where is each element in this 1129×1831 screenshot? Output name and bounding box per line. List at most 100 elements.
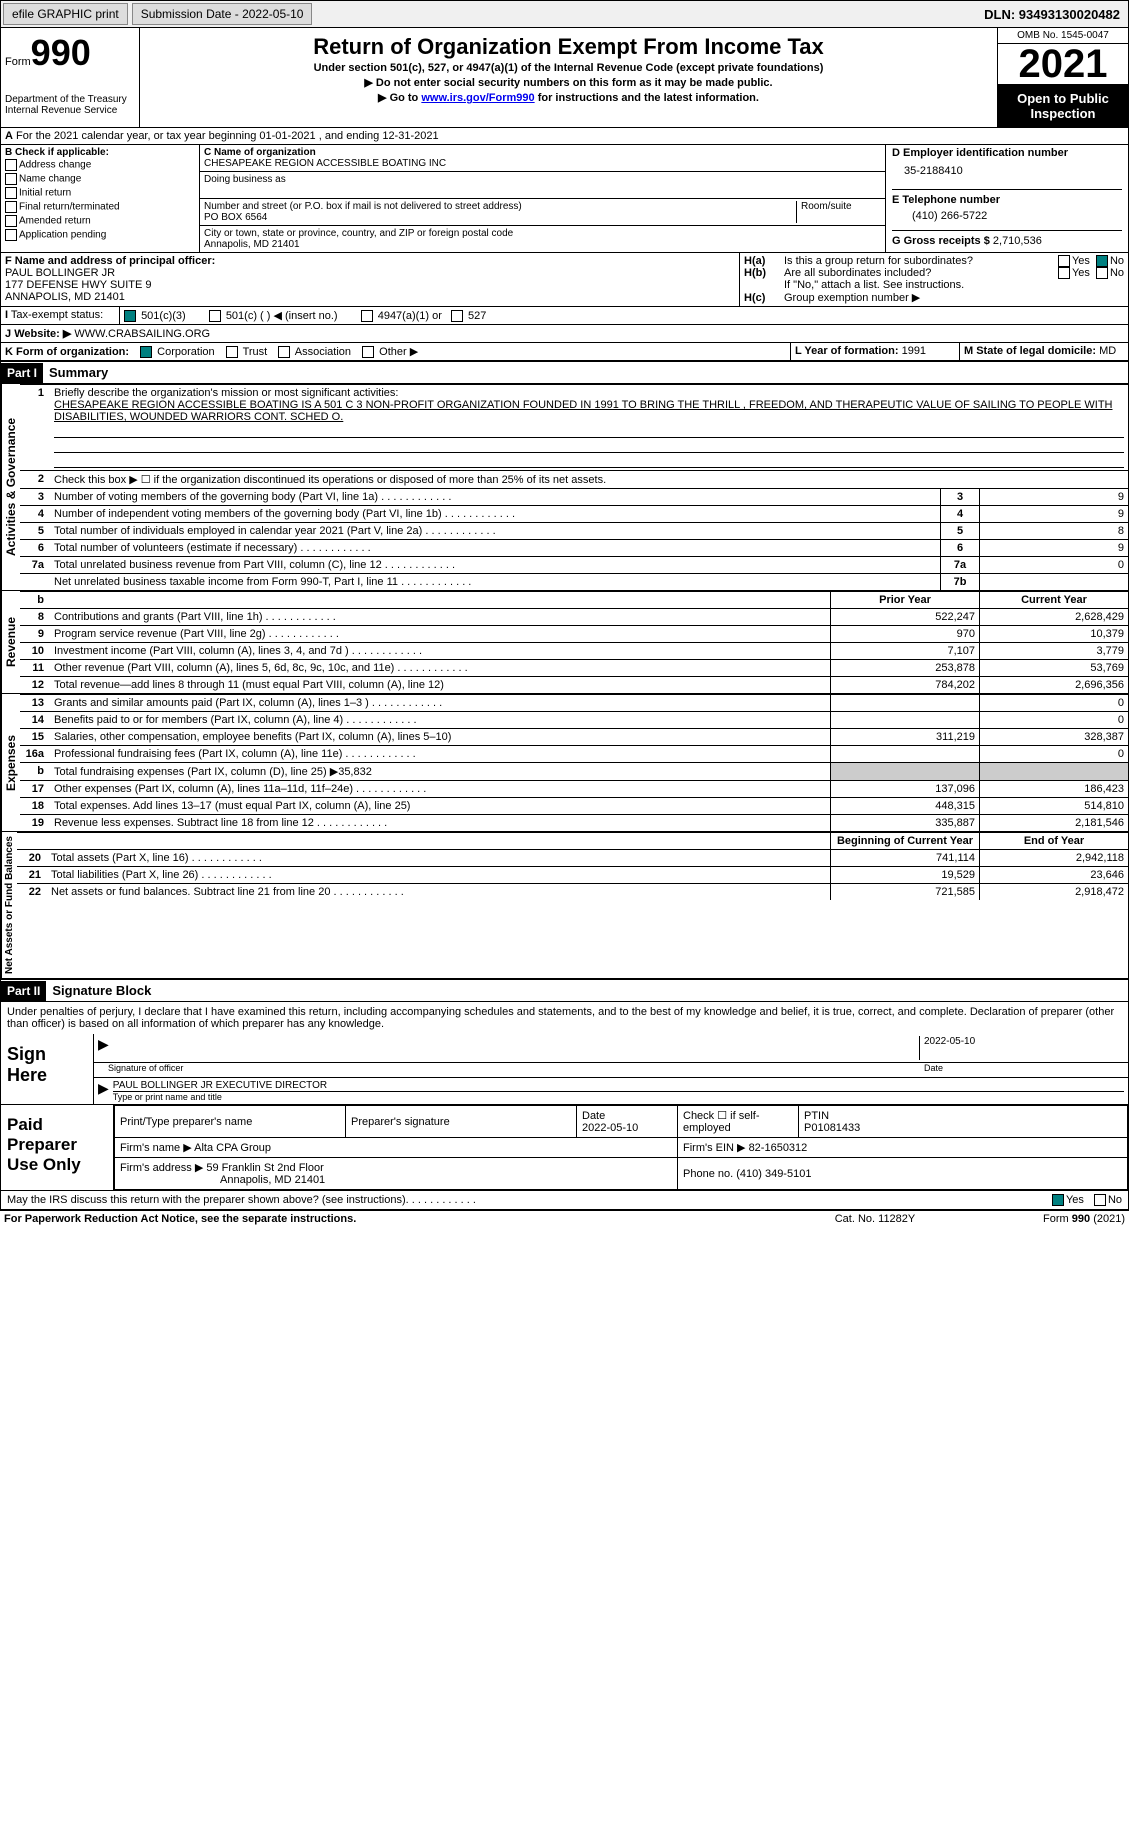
name-label: C Name of organization [204, 147, 881, 158]
sign-here-section: Sign Here ▶ 2022-05-10 Signature of offi… [0, 1034, 1129, 1105]
part1-header: Part I Summary [0, 361, 1129, 384]
org-city: Annapolis, MD 21401 [204, 239, 881, 250]
irs-link[interactable]: www.irs.gov/Form990 [421, 92, 534, 104]
table-row: 13Grants and similar amounts paid (Part … [20, 695, 1128, 712]
section-b-label: B Check if applicable: [5, 147, 195, 158]
officer-row: F Name and address of principal officer:… [0, 253, 1129, 307]
table-row: 11Other revenue (Part VIII, column (A), … [20, 660, 1128, 677]
instruction-2: ▶ Go to www.irs.gov/Form990 for instruct… [144, 91, 993, 104]
ein-value: 35-2188410 [904, 165, 1122, 177]
table-row: 22Net assets or fund balances. Subtract … [17, 884, 1128, 901]
cat-number: Cat. No. 11282Y [775, 1213, 975, 1225]
form-subtitle: Under section 501(c), 527, or 4947(a)(1)… [144, 62, 993, 74]
top-bar: efile GRAPHIC print Submission Date - 20… [0, 0, 1129, 28]
table-row: 18Total expenses. Add lines 13–17 (must … [20, 798, 1128, 815]
check-name[interactable]: Name change [5, 172, 195, 186]
officer-label: F Name and address of principal officer: [5, 255, 215, 267]
website-row: J Website: ▶ WWW.CRABSAILING.ORG [0, 325, 1129, 343]
website-url[interactable]: WWW.CRABSAILING.ORG [74, 328, 210, 340]
part2-header: Part II Signature Block [0, 979, 1129, 1002]
table-row: 12Total revenue—add lines 8 through 11 (… [20, 677, 1128, 694]
irs-text: Internal Revenue Service [5, 105, 135, 116]
room-label: Room/suite [797, 201, 881, 223]
phone-value: (410) 266-5722 [912, 210, 1122, 222]
phone-label: E Telephone number [892, 194, 1122, 206]
table-row: 8Contributions and grants (Part VIII, li… [20, 609, 1128, 626]
revenue-label: Revenue [1, 591, 20, 693]
netassets-section: Net Assets or Fund Balances Beginning of… [0, 832, 1129, 979]
status-row: I Tax-exempt status: 501(c)(3) 501(c) ( … [0, 307, 1129, 325]
receipts-label: G Gross receipts $ [892, 235, 990, 247]
open-inspection: Open to Public Inspection [998, 85, 1128, 127]
ha-text: Is this a group return for subordinates? [784, 255, 1058, 267]
hb-note: If "No," attach a list. See instructions… [744, 279, 1124, 291]
org-name: CHESAPEAKE REGION ACCESSIBLE BOATING INC [204, 158, 881, 169]
officer-printed-name: PAUL BOLLINGER JR EXECUTIVE DIRECTOR [113, 1080, 1124, 1092]
ein-label: D Employer identification number [892, 147, 1122, 159]
firm-addr: 59 Franklin St 2nd Floor [206, 1162, 323, 1174]
paid-preparer-section: Paid Preparer Use Only Print/Type prepar… [0, 1105, 1129, 1191]
table-row: 21Total liabilities (Part X, line 26)19,… [17, 867, 1128, 884]
sign-here-label: Sign Here [1, 1034, 94, 1104]
form-label: Form [5, 56, 31, 68]
firm-name: Alta CPA Group [194, 1142, 271, 1154]
section-a: A For the 2021 calendar year, or tax yea… [0, 127, 1129, 145]
efile-button[interactable]: efile GRAPHIC print [3, 3, 128, 25]
addr-label: Number and street (or P.O. box if mail i… [204, 201, 792, 212]
ptin-value: P01081433 [804, 1122, 860, 1134]
check-initial[interactable]: Initial return [5, 186, 195, 200]
instruction-1: ▶ Do not enter social security numbers o… [144, 76, 993, 89]
dln-text: DLN: 93493130020482 [976, 4, 1128, 25]
mission-text: CHESAPEAKE REGION ACCESSIBLE BOATING IS … [54, 399, 1113, 423]
receipts-value: 2,710,536 [993, 235, 1042, 247]
arrow-icon: ▶ [98, 1080, 109, 1102]
check-address[interactable]: Address change [5, 158, 195, 172]
expenses-label: Expenses [1, 694, 20, 831]
governance-label: Activities & Governance [1, 384, 20, 590]
form-org-row: K Form of organization: Corporation Trus… [0, 343, 1129, 361]
firm-phone: (410) 349-5101 [736, 1168, 811, 1180]
table-row: bTotal fundraising expenses (Part IX, co… [20, 763, 1128, 781]
table-row: 19Revenue less expenses. Subtract line 1… [20, 815, 1128, 832]
dept-text: Department of the Treasury [5, 94, 135, 105]
hb-text: Are all subordinates included? [784, 267, 1058, 279]
table-row: 20Total assets (Part X, line 16)741,1142… [17, 850, 1128, 867]
form-ref: Form 990 (2021) [975, 1213, 1125, 1225]
tax-year: 2021 [998, 44, 1128, 85]
netassets-label: Net Assets or Fund Balances [1, 832, 17, 978]
governance-section: Activities & Governance 1 Briefly descri… [0, 384, 1129, 591]
table-row: 16aProfessional fundraising fees (Part I… [20, 746, 1128, 763]
form-header: Form990 Department of the Treasury Inter… [0, 28, 1129, 127]
table-row: 5Total number of individuals employed in… [20, 523, 1128, 540]
check-final[interactable]: Final return/terminated [5, 200, 195, 214]
hc-text: Group exemption number ▶ [784, 292, 920, 304]
footer: For Paperwork Reduction Act Notice, see … [0, 1210, 1129, 1227]
table-row: 7aTotal unrelated business revenue from … [20, 557, 1128, 574]
form-number: 990 [31, 32, 91, 73]
table-row: 10Investment income (Part VIII, column (… [20, 643, 1128, 660]
table-row: 17Other expenses (Part IX, column (A), l… [20, 781, 1128, 798]
org-address: PO BOX 6564 [204, 212, 792, 223]
arrow-icon: ▶ [98, 1036, 109, 1060]
expenses-section: Expenses 13Grants and similar amounts pa… [0, 694, 1129, 832]
city-label: City or town, state or province, country… [204, 228, 881, 239]
sig-date: 2022-05-10 [919, 1036, 1124, 1060]
table-row: Net unrelated business taxable income fr… [20, 574, 1128, 591]
perjury-text: Under penalties of perjury, I declare th… [0, 1002, 1129, 1034]
revenue-section: Revenue bPrior YearCurrent Year 8Contrib… [0, 591, 1129, 694]
officer-addr1: 177 DEFENSE HWY SUITE 9 [5, 279, 152, 291]
check-pending[interactable]: Application pending [5, 228, 195, 242]
discuss-row: May the IRS discuss this return with the… [0, 1191, 1129, 1210]
officer-name: PAUL BOLLINGER JR [5, 267, 115, 279]
paperwork-notice: For Paperwork Reduction Act Notice, see … [4, 1213, 775, 1225]
submission-button[interactable]: Submission Date - 2022-05-10 [132, 3, 313, 25]
form-title: Return of Organization Exempt From Incom… [144, 34, 993, 60]
check-amended[interactable]: Amended return [5, 214, 195, 228]
paid-preparer-label: Paid Preparer Use Only [1, 1105, 114, 1190]
firm-ein: 82-1650312 [749, 1142, 808, 1154]
table-row: 3Number of voting members of the governi… [20, 489, 1128, 506]
table-row: 9Program service revenue (Part VIII, lin… [20, 626, 1128, 643]
table-row: 4Number of independent voting members of… [20, 506, 1128, 523]
dba-label: Doing business as [204, 174, 881, 185]
entity-info: B Check if applicable: Address change Na… [0, 145, 1129, 253]
